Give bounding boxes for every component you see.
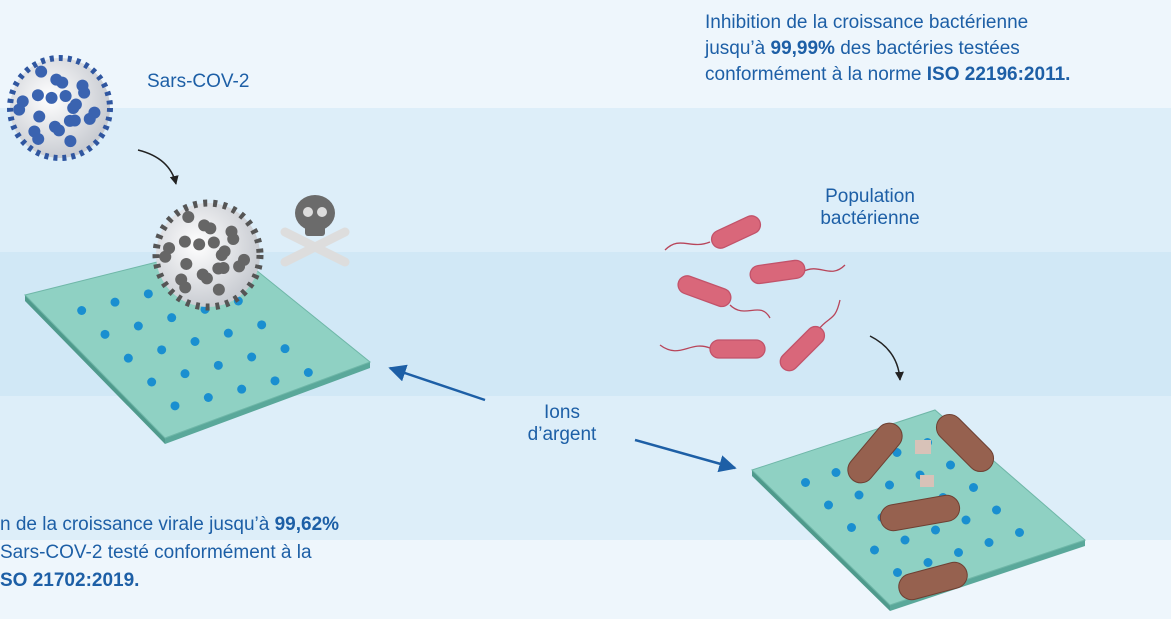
decor: [992, 506, 1001, 515]
decor: [304, 368, 313, 377]
decor: [111, 298, 120, 307]
decor: [101, 330, 110, 339]
decor: [69, 114, 81, 126]
virus-icon: [10, 58, 110, 158]
dead-virus-icon: [156, 203, 260, 307]
virus-label: Sars-COV-2: [147, 71, 249, 92]
decor: [985, 538, 994, 547]
decor: [88, 107, 100, 119]
decor: [64, 135, 76, 147]
decor: [179, 281, 191, 293]
decor: [847, 523, 856, 532]
decor: [962, 516, 971, 525]
decor: [181, 369, 190, 378]
decor: [124, 354, 133, 363]
decor: [144, 289, 153, 298]
decor: [855, 491, 864, 500]
illustration: Sars-COV-2 Populationbactérienne Ionsd’a…: [0, 0, 1171, 619]
decor: [180, 258, 192, 270]
decor: [13, 104, 25, 116]
decor: [931, 526, 940, 535]
decor: [70, 99, 82, 111]
decor: [35, 66, 47, 78]
decor: [76, 80, 88, 92]
decor: [247, 353, 256, 362]
decor: [901, 536, 910, 545]
decor: [77, 306, 86, 315]
decor: [213, 284, 225, 296]
decor: [32, 89, 44, 101]
decor: [281, 344, 290, 353]
decor: [157, 345, 166, 354]
decor: [214, 361, 223, 370]
decor: [238, 254, 250, 266]
decor: [50, 74, 62, 86]
decor: [225, 226, 237, 238]
decor: [46, 92, 58, 104]
decor: [159, 251, 171, 263]
decor: [134, 322, 143, 331]
decor: [53, 124, 65, 136]
decor: [33, 111, 45, 123]
decor: [208, 237, 220, 249]
decor: [946, 461, 955, 470]
decor: [201, 272, 213, 284]
decor: [924, 558, 933, 567]
bacteria-result: Inhibition de la croissance bactérienne …: [704, 12, 1070, 85]
decor: [824, 501, 833, 510]
decor: [198, 219, 210, 231]
decor: [1015, 528, 1024, 537]
decor: [237, 385, 246, 394]
decor: [219, 245, 231, 257]
decor: [271, 376, 280, 385]
decor: [193, 238, 205, 250]
decor: [32, 133, 44, 145]
decor: [870, 546, 879, 555]
decor: [257, 320, 266, 329]
decor: [191, 337, 200, 346]
decor: [801, 478, 810, 487]
decor: [954, 548, 963, 557]
decor: [885, 481, 894, 490]
decor: [217, 262, 229, 274]
decor: [204, 393, 213, 402]
decor: [224, 329, 233, 338]
decor: [147, 378, 156, 387]
decor: [969, 483, 978, 492]
decor: [893, 568, 902, 577]
decor: [60, 90, 72, 102]
decor: [832, 468, 841, 477]
decor: [167, 313, 176, 322]
decor: [182, 211, 194, 223]
decor: [171, 401, 180, 410]
decor: [179, 236, 191, 248]
